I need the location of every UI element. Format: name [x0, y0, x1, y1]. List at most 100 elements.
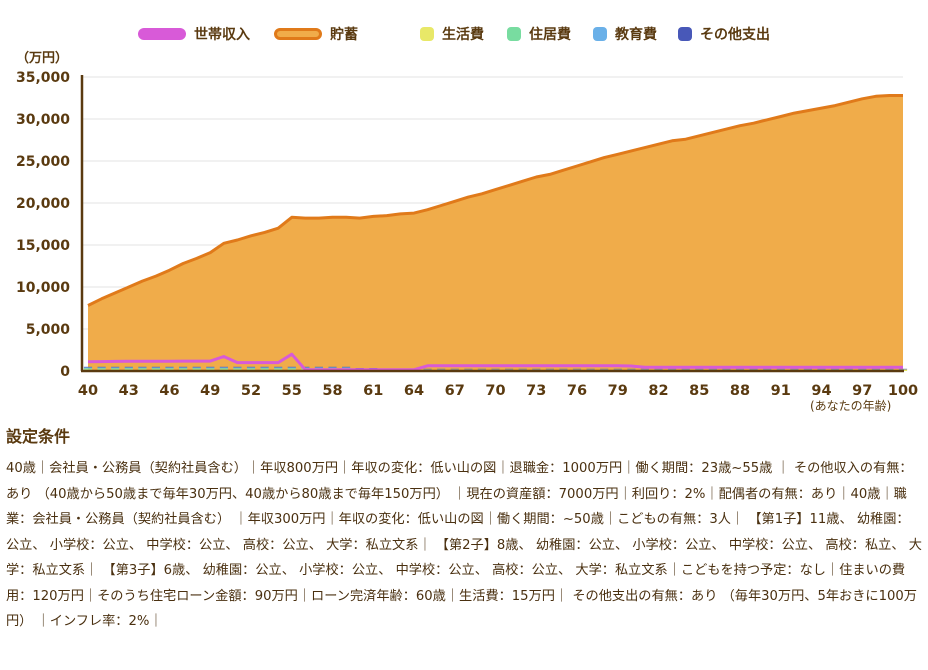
- expense-bar: [179, 368, 188, 370]
- x-tick-label: 61: [363, 383, 383, 399]
- expense-bar: [437, 368, 446, 370]
- y-tick-label: 20,000: [16, 196, 70, 212]
- expense-bar: [545, 368, 554, 370]
- expense-bar: [274, 368, 283, 370]
- x-axis-ticks: 40 43 46 49 52 55 58 61 64 67 70 73 76 79 82 85 88 91 94 97…: [78, 383, 918, 399]
- expense-bar: [654, 368, 663, 370]
- expense-bar: [97, 368, 106, 370]
- expense-bar: [613, 368, 622, 370]
- expense-bar: [165, 367, 174, 369]
- y-tick-label: 15,000: [16, 238, 70, 254]
- x-tick-label: 55: [282, 383, 302, 399]
- expense-bar: [858, 368, 867, 370]
- legend-item-living[interactable]: 生活費: [420, 24, 484, 44]
- expense-bar: [844, 368, 853, 370]
- y-tick-label: 5,000: [26, 322, 71, 338]
- conditions-title: 設定条件: [6, 427, 71, 446]
- legend-item-other[interactable]: その他支出: [678, 24, 770, 44]
- expense-bar: [111, 366, 120, 368]
- expense-bar: [233, 367, 242, 369]
- x-tick-label: 82: [648, 383, 668, 399]
- legend-swatch-other: [678, 27, 692, 41]
- expense-bar: [246, 367, 256, 369]
- expense-bar: [505, 368, 514, 370]
- x-tick-label: 88: [730, 383, 750, 399]
- expense-bar: [722, 368, 731, 370]
- x-tick-label: 100: [888, 383, 918, 399]
- x-unit-label: (あなたの年齢): [810, 398, 891, 413]
- expense-bar: [763, 368, 772, 370]
- expense-bar: [83, 368, 93, 370]
- expense-bar: [871, 368, 880, 370]
- x-tick-label: 52: [241, 383, 261, 399]
- legend-label-housing: 住居費: [529, 27, 571, 43]
- conditions-text: 40歳｜会社員・公務員（契約社員含む）｜年収800万円｜年収の変化：低い山の図｜…: [6, 461, 922, 629]
- expense-bar: [572, 368, 582, 370]
- x-tick-label: 67: [445, 383, 465, 399]
- expense-bar: [831, 368, 840, 370]
- expense-bar: [246, 366, 256, 368]
- expense-bar: [246, 368, 256, 370]
- expense-bar: [450, 368, 459, 370]
- expense-bar: [287, 366, 296, 368]
- legend-item-education[interactable]: 教育費: [593, 24, 657, 44]
- expense-bar: [124, 368, 133, 370]
- expense-bar: [776, 368, 785, 370]
- expense-bar: [342, 366, 351, 368]
- expense-bar: [817, 368, 826, 370]
- x-tick-label: 85: [689, 383, 709, 399]
- expense-bar: [260, 366, 269, 368]
- legend-item-income[interactable]: 世帯収入: [138, 24, 250, 44]
- expense-bar: [274, 367, 283, 369]
- y-tick-label: 25,000: [16, 154, 70, 170]
- expense-bar: [111, 368, 120, 370]
- expense-bar: [219, 367, 228, 369]
- expense-bar: [423, 368, 432, 370]
- expense-bar: [233, 368, 242, 370]
- expense-bar: [735, 368, 745, 370]
- legend-item-housing[interactable]: 住居費: [507, 24, 571, 44]
- expense-bar: [179, 366, 188, 368]
- x-tick-label: 76: [567, 383, 587, 399]
- y-tick-label: 30,000: [16, 112, 70, 128]
- expense-bar: [803, 368, 812, 370]
- expense-bar: [627, 368, 636, 370]
- x-tick-label: 94: [811, 383, 831, 399]
- expense-bar: [138, 367, 147, 369]
- expense-bar: [600, 368, 609, 370]
- expense-bar: [206, 368, 215, 370]
- x-tick-label: 49: [200, 383, 220, 399]
- expense-bar: [314, 366, 323, 368]
- expense-bar: [668, 368, 677, 370]
- expense-bar: [165, 366, 174, 368]
- expense-bar: [328, 366, 337, 368]
- legend-label-savings: 貯蓄: [330, 27, 358, 43]
- legend-label-income: 世帯収入: [194, 27, 250, 43]
- expense-bar: [274, 366, 283, 368]
- expense-bar: [233, 366, 242, 368]
- expense-bar: [151, 368, 160, 370]
- x-tick-label: 46: [159, 383, 179, 399]
- legend-label-living: 生活費: [442, 27, 484, 43]
- expense-bar: [219, 368, 228, 370]
- legend-label-education: 教育費: [615, 27, 657, 43]
- legend-swatch-living: [420, 27, 434, 41]
- expense-bar: [83, 367, 93, 369]
- y-axis-ticks: 0 5,000 10,000 15,000 20,000 25,000 30,000 35,0…: [16, 70, 70, 380]
- expense-bar: [219, 366, 228, 368]
- expense-bar: [111, 367, 120, 369]
- expense-bar: [179, 367, 188, 369]
- expense-bar: [342, 367, 351, 369]
- expense-bar: [898, 368, 908, 370]
- x-tick-label: 91: [771, 383, 791, 399]
- expense-bar: [314, 367, 323, 369]
- legend-item-savings[interactable]: 貯蓄: [274, 24, 358, 44]
- legend-swatch-income: [138, 28, 186, 40]
- savings-area: [88, 95, 903, 371]
- expense-bar: [165, 368, 174, 370]
- expense-bar: [328, 367, 337, 369]
- expense-bar: [192, 367, 201, 369]
- x-tick-label: 79: [608, 383, 628, 399]
- x-tick-label: 58: [322, 383, 342, 399]
- expense-bar: [695, 368, 704, 370]
